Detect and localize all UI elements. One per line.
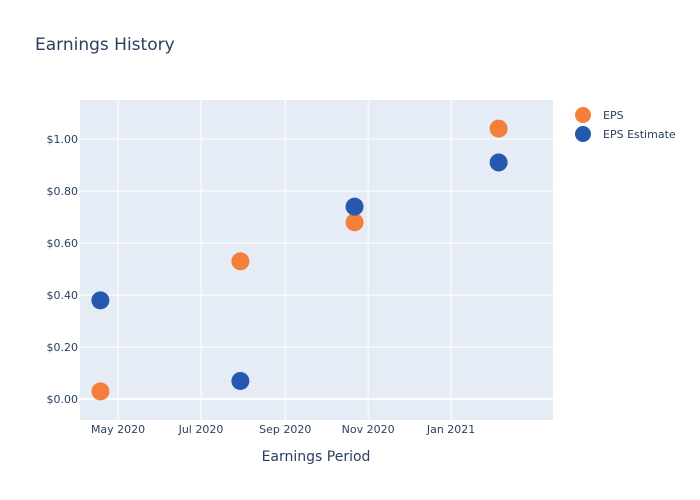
x-axis-ticks: May 2020 Jul 2020 Sep 2020 Nov 2020 Jan 2021 (91, 423, 475, 436)
eps-point[interactable] (489, 119, 508, 138)
legend-marker (575, 126, 591, 142)
eps-estimate-point[interactable] (231, 371, 250, 390)
legend-label: EPS Estimate (603, 128, 676, 141)
y-tick-label: $0.20 (47, 341, 79, 354)
x-tick-label: Sep 2020 (259, 423, 311, 436)
legend[interactable]: EPS EPS Estimate (575, 107, 676, 142)
y-tick-label: $1.00 (47, 133, 79, 146)
x-tick-label: Nov 2020 (342, 423, 395, 436)
y-tick-label: $0.40 (47, 289, 79, 302)
legend-item-eps-estimate[interactable]: EPS Estimate (575, 126, 676, 142)
legend-marker (575, 107, 591, 123)
x-tick-label: May 2020 (91, 423, 145, 436)
chart-title: Earnings History (35, 35, 175, 55)
x-tick-label: Jul 2020 (178, 423, 224, 436)
legend-item-eps[interactable]: EPS (575, 107, 624, 123)
x-axis-title: Earnings Period (262, 449, 371, 465)
eps-point[interactable] (345, 213, 364, 232)
eps-estimate-point[interactable] (91, 291, 110, 310)
eps-estimate-point[interactable] (489, 153, 508, 172)
plot-area (80, 100, 553, 420)
eps-point[interactable] (91, 382, 110, 401)
legend-label: EPS (603, 109, 624, 122)
y-axis-ticks: $0.00 $0.20 $0.40 $0.60 $0.80 $1.00 (47, 133, 79, 406)
y-tick-label: $0.60 (47, 237, 79, 250)
y-tick-label: $0.00 (47, 393, 79, 406)
eps-point[interactable] (231, 252, 250, 271)
y-tick-label: $0.80 (47, 185, 79, 198)
grid (80, 100, 553, 420)
eps-estimate-point[interactable] (345, 197, 364, 216)
x-tick-label: Jan 2021 (426, 423, 475, 436)
data-points[interactable] (91, 119, 508, 401)
